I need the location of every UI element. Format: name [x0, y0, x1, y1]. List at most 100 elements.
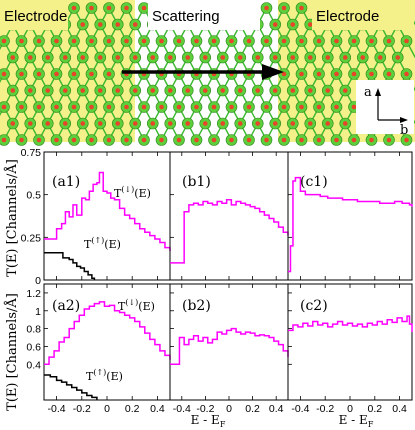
atom-small — [255, 88, 261, 93]
atom-small — [1, 38, 7, 44]
ytick-label: 0.25 — [21, 232, 42, 244]
atom-small — [106, 137, 112, 143]
atom-small — [1, 104, 7, 110]
atom-small — [115, 121, 121, 126]
atom-small — [246, 38, 252, 44]
atom-small — [325, 121, 331, 126]
atom-small — [19, 137, 24, 143]
curve-label-a2-up: T(↑)(E) — [86, 368, 123, 383]
xlabel-b-main: E - E — [191, 413, 220, 427]
series-b2-0 — [170, 327, 289, 366]
atom-small — [141, 137, 147, 143]
atom-small — [237, 121, 243, 126]
atom-small — [342, 88, 348, 93]
xlabel-b-sub: F — [220, 420, 226, 429]
xtick-label: 0.4 — [150, 403, 165, 415]
atom-small — [334, 38, 339, 44]
atom-small — [325, 88, 331, 93]
atom-small — [220, 88, 226, 93]
axis-a-arrowhead — [375, 88, 381, 96]
atom-small — [185, 121, 191, 126]
ytick-label: 1 — [35, 306, 41, 318]
atom-small — [115, 88, 121, 93]
atom-small — [404, 137, 409, 143]
atom-small — [272, 22, 278, 27]
atom-small — [106, 38, 112, 44]
transmission-plots: 0 0.25 0.5 0.75 -0.4 -0.2 0 0.2 0.4 0.4 0.6 0.8 1 1.2… — [21, 147, 413, 415]
atom-small — [272, 55, 278, 60]
xlabel-c-sub: F — [368, 420, 374, 429]
atom-small — [27, 55, 33, 60]
atom-small — [342, 121, 348, 126]
atom-small — [351, 38, 357, 44]
panel-label-b2: (b2) — [182, 298, 211, 314]
atom-small — [334, 137, 339, 143]
atom-small — [202, 55, 208, 60]
atom-small — [10, 88, 16, 93]
atom-small — [194, 137, 199, 143]
atom-small — [115, 22, 121, 27]
atom-small — [194, 38, 199, 44]
xtick-label: 0.4 — [392, 403, 407, 415]
atom-small — [369, 71, 374, 77]
atom-small — [45, 88, 51, 93]
atom-small — [159, 38, 164, 44]
atom-small — [62, 88, 68, 93]
atom-small — [281, 104, 287, 110]
xtick-label: 0.2 — [125, 403, 140, 415]
atom-small — [124, 137, 129, 143]
atom-small — [316, 137, 322, 143]
xtick-label: -0.4 — [173, 403, 191, 415]
atom-small — [299, 38, 304, 44]
atom-small — [54, 71, 59, 77]
atom-small — [176, 38, 182, 44]
atom-small — [264, 5, 269, 11]
atom-small — [281, 137, 287, 143]
atom-small — [220, 55, 226, 60]
ytick-label: 0.6 — [26, 341, 41, 353]
atom-small — [386, 38, 392, 44]
atom-small — [167, 121, 173, 126]
xtick-label: -0.2 — [73, 403, 91, 415]
atom-small — [97, 22, 103, 27]
atom-small — [36, 137, 42, 143]
atom-small — [80, 55, 86, 60]
atom-small — [290, 22, 296, 27]
atom-small — [386, 71, 392, 77]
scattering-label: Scattering — [152, 8, 220, 25]
xtick-label: -0.4 — [48, 403, 66, 415]
atom-small — [115, 55, 121, 60]
atom-small — [237, 88, 243, 93]
atom-small — [229, 104, 234, 110]
atom-small — [27, 121, 33, 126]
atom-small — [27, 88, 33, 93]
xlabel-b: E - EF — [191, 413, 226, 429]
atom-small — [1, 71, 7, 77]
atom-small — [281, 38, 287, 44]
atom-small — [377, 55, 383, 60]
atom-small — [255, 55, 261, 60]
right-electrode-label: Electrode — [316, 8, 379, 25]
atom-small — [159, 104, 164, 110]
atom-small — [290, 55, 296, 60]
panel-label-c1: (c1) — [300, 174, 328, 190]
atom-small — [167, 55, 173, 60]
xlabel-c-main: E - E — [339, 413, 368, 427]
atom-small — [80, 22, 86, 27]
atom-small — [54, 104, 59, 110]
panel-label-a2: (a2) — [52, 298, 80, 314]
atom-small — [290, 88, 296, 93]
series-a2-0 — [44, 301, 171, 366]
atom-small — [255, 121, 261, 126]
series-c1-0 — [288, 176, 413, 273]
panel-label-a1: (a1) — [52, 174, 80, 190]
atom-small — [246, 137, 252, 143]
atom-small — [334, 104, 339, 110]
atom-small — [299, 5, 304, 11]
xtick-label: 0.2 — [245, 403, 260, 415]
series-a1-0 — [44, 171, 171, 251]
label-bg-right — [312, 2, 414, 30]
atom-small — [211, 38, 217, 44]
atom-small — [246, 104, 252, 110]
